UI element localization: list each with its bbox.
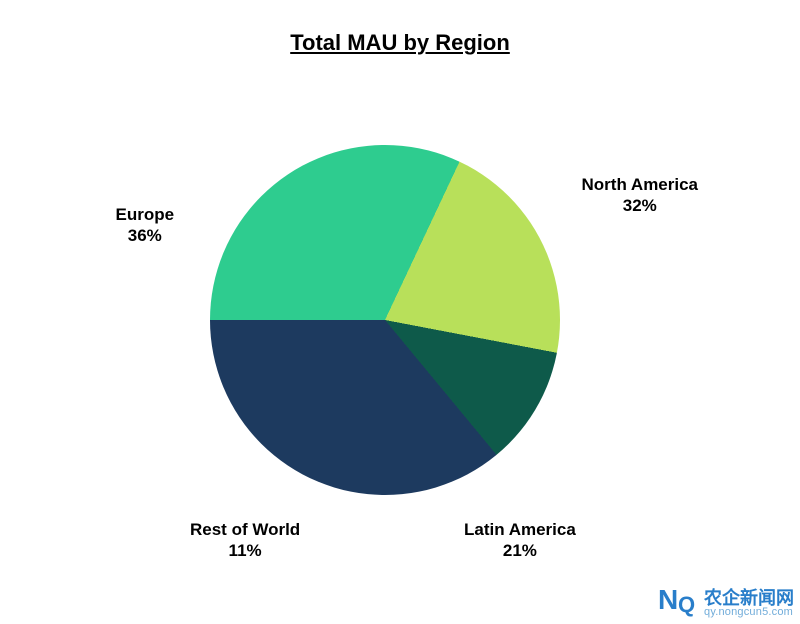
- slice-percent: 36%: [116, 225, 175, 246]
- slice-percent: 21%: [464, 540, 576, 561]
- slice-label: Europe36%: [116, 204, 175, 247]
- watermark-url: qy.nongcun5.com: [704, 607, 794, 618]
- slice-name: Latin America: [464, 519, 576, 540]
- watermark-logo: N Q: [658, 586, 698, 620]
- slice-label: Latin America21%: [464, 519, 576, 562]
- watermark-logo-q: Q: [678, 592, 695, 618]
- watermark-text: 农企新闻网 qy.nongcun5.com: [704, 589, 794, 618]
- slice-name: North America: [582, 174, 699, 195]
- slice-percent: 32%: [582, 195, 699, 216]
- watermark-cn: 农企新闻网: [704, 589, 794, 607]
- slice-label: Rest of World11%: [190, 519, 300, 562]
- slice-name: Rest of World: [190, 519, 300, 540]
- slice-name: Europe: [116, 204, 175, 225]
- watermark-logo-n: N: [658, 584, 676, 616]
- pie-chart: [210, 145, 560, 495]
- slice-label: North America32%: [582, 174, 699, 217]
- watermark: N Q 农企新闻网 qy.nongcun5.com: [658, 586, 794, 620]
- slice-percent: 11%: [190, 540, 300, 561]
- chart-title: Total MAU by Region: [290, 30, 510, 56]
- pie-surface: [210, 145, 560, 495]
